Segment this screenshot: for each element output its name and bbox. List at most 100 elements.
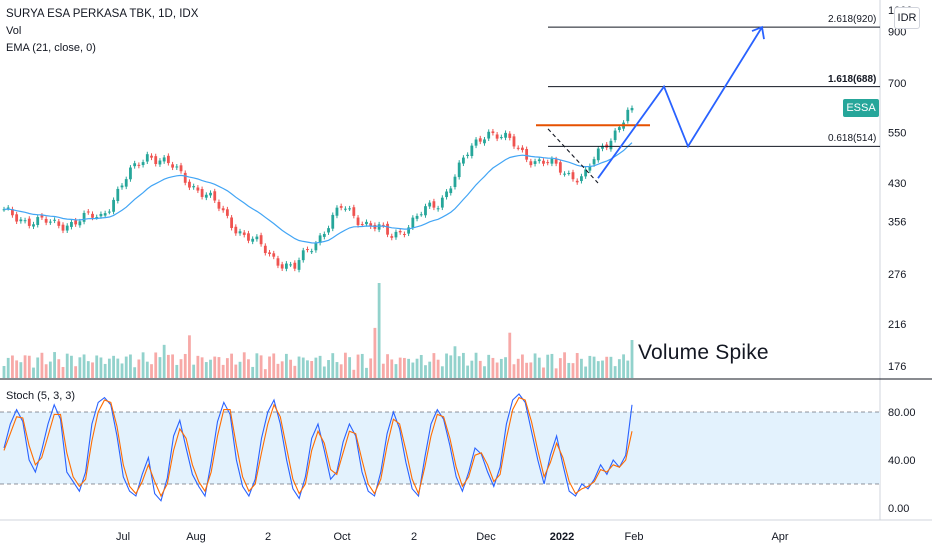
volume-bar-58 <box>247 359 250 378</box>
volume-spike-annotation: Volume Spike <box>638 341 769 364</box>
candle-body-9 <box>40 215 44 218</box>
volume-bar-0 <box>2 366 6 378</box>
volume-bar-71 <box>301 357 305 378</box>
ticker-price-badge: ESSA <box>843 98 879 117</box>
candle-body-89 <box>377 224 381 230</box>
candle-body-51 <box>217 201 221 209</box>
volume-bar-18 <box>78 357 82 378</box>
stoch-tick-40.00: 40.00 <box>888 455 916 467</box>
time-tick-0: Jul <box>116 531 130 543</box>
volume-bar-108 <box>457 356 461 378</box>
candle-body-146 <box>617 127 621 130</box>
candle-body-80 <box>339 206 343 208</box>
candle-body-141 <box>596 148 600 161</box>
volume-bar-112 <box>474 352 478 378</box>
stoch-band <box>0 412 880 484</box>
volume-bar-82 <box>348 357 352 378</box>
volume-bar-47 <box>200 357 204 378</box>
volume-bar-143 <box>605 356 609 378</box>
volume-bar-81 <box>343 352 347 378</box>
candle-body-52 <box>221 208 225 211</box>
volume-bar-128 <box>542 367 545 378</box>
candle-body-45 <box>192 186 196 188</box>
volume-bar-21 <box>91 362 94 378</box>
candle-body-69 <box>293 262 297 269</box>
time-tick-6: 2022 <box>550 531 574 543</box>
candle-body-67 <box>284 263 288 269</box>
candle-body-21 <box>91 213 94 218</box>
volume-bar-77 <box>327 360 330 378</box>
candle-body-144 <box>609 140 613 150</box>
candle-body-112 <box>474 139 478 146</box>
volume-bar-109 <box>462 352 465 378</box>
currency-button[interactable]: IDR <box>894 7 920 29</box>
candle-body-17 <box>74 220 78 225</box>
volume-bar-141 <box>596 361 600 378</box>
volume-bar-146 <box>617 359 621 378</box>
candle-body-108 <box>457 162 461 178</box>
candle-body-140 <box>592 159 596 165</box>
volume-bar-14 <box>61 366 65 378</box>
volume-bar-62 <box>263 369 267 378</box>
volume-bar-8 <box>36 357 40 378</box>
volume-group <box>2 283 634 378</box>
candle-body-100 <box>424 206 427 216</box>
volume-bar-111 <box>470 360 474 378</box>
candle-body-22 <box>95 217 99 219</box>
candle-body-118 <box>499 137 503 139</box>
volume-bar-130 <box>550 353 554 378</box>
candle-body-72 <box>306 249 309 251</box>
volume-bar-88 <box>373 327 377 378</box>
candle-body-74 <box>314 243 318 251</box>
volume-bar-93 <box>394 364 398 378</box>
candle-body-91 <box>386 223 389 235</box>
volume-legend: Vol <box>6 25 22 37</box>
candle-body-120 <box>508 133 512 138</box>
time-tick-5: Dec <box>476 531 496 543</box>
volume-bar-28 <box>120 363 124 378</box>
candle-body-96 <box>407 227 411 234</box>
candle-body-6 <box>27 218 31 226</box>
candle-body-18 <box>78 221 82 226</box>
candle-body-107 <box>453 176 457 188</box>
candle-body-131 <box>554 159 558 164</box>
projection-arrow-head <box>751 25 765 40</box>
candle-body-39 <box>166 155 170 164</box>
candle-body-136 <box>575 180 579 183</box>
candle-body-42 <box>179 165 183 172</box>
volume-bar-36 <box>154 352 158 378</box>
volume-bar-87 <box>369 358 373 378</box>
volume-bar-70 <box>297 356 301 378</box>
volume-bar-50 <box>213 356 217 378</box>
ema-legend: EMA (21, close, 0) <box>6 42 96 54</box>
volume-bar-99 <box>419 354 423 378</box>
volume-bar-91 <box>386 354 389 378</box>
candle-body-16 <box>70 222 73 227</box>
volume-bar-135 <box>571 363 575 378</box>
volume-bar-30 <box>129 354 132 378</box>
candle-body-31 <box>133 163 137 167</box>
volume-bar-15 <box>65 353 69 378</box>
volume-bar-131 <box>554 368 558 378</box>
volume-bar-65 <box>276 363 280 378</box>
volume-bar-4 <box>19 362 23 378</box>
candle-body-12 <box>53 219 56 221</box>
volume-bar-35 <box>150 364 153 378</box>
candle-body-84 <box>356 217 360 226</box>
candle-body-7 <box>32 224 35 227</box>
volume-bar-45 <box>192 364 196 378</box>
volume-bar-76 <box>322 366 326 378</box>
volume-bar-118 <box>499 358 503 378</box>
volume-bar-13 <box>57 359 61 378</box>
candle-body-122 <box>516 147 520 149</box>
candle-body-34 <box>145 154 149 162</box>
candle-body-32 <box>137 164 141 166</box>
volume-bar-119 <box>504 357 507 378</box>
volume-bar-16 <box>70 355 73 378</box>
candle-body-90 <box>381 224 385 226</box>
candle-body-139 <box>588 165 592 171</box>
volume-bar-25 <box>107 358 111 378</box>
candles-group <box>2 105 634 273</box>
